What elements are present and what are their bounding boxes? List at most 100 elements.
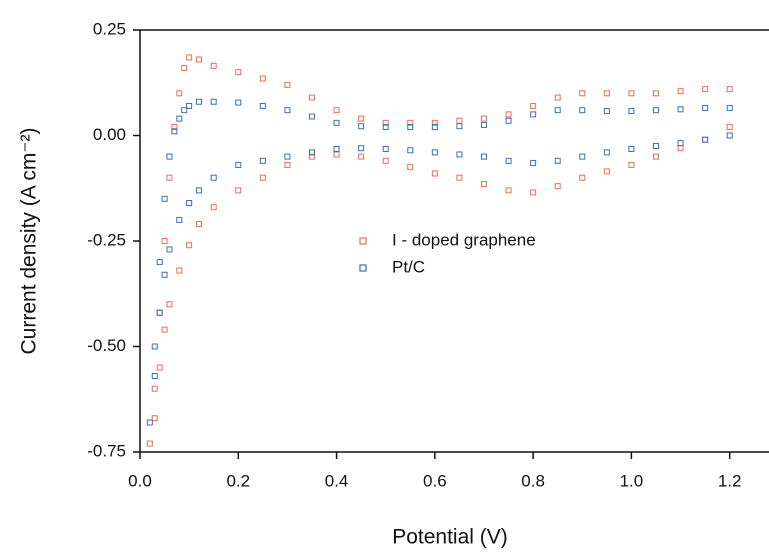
- point: [628, 108, 635, 115]
- x-tick-label: 0.2: [226, 471, 250, 490]
- point: [505, 117, 512, 124]
- point: [210, 174, 217, 181]
- point: [382, 146, 389, 153]
- x-tick-label: 1.2: [718, 471, 742, 490]
- point: [530, 159, 537, 166]
- point: [161, 326, 168, 333]
- point: [284, 162, 291, 169]
- point: [308, 153, 315, 160]
- legend-label: Pt/C: [392, 257, 425, 276]
- point: [166, 153, 173, 160]
- point: [333, 119, 340, 126]
- point: [431, 119, 438, 126]
- point: [677, 140, 684, 147]
- point: [431, 149, 438, 156]
- point: [505, 111, 512, 118]
- point: [176, 216, 183, 223]
- point: [161, 271, 168, 278]
- point: [210, 98, 217, 105]
- point: [505, 187, 512, 194]
- point: [210, 204, 217, 211]
- point: [702, 105, 709, 112]
- point: [161, 195, 168, 202]
- point: [161, 238, 168, 244]
- point: [166, 246, 173, 253]
- point: [530, 111, 537, 118]
- x-tick-label: 0.0: [128, 471, 152, 490]
- point: [235, 99, 242, 106]
- point: [151, 343, 158, 350]
- point: [259, 174, 266, 181]
- point: [333, 146, 340, 153]
- point: [210, 62, 217, 69]
- point: [603, 90, 610, 97]
- point: [156, 259, 163, 266]
- point: [259, 157, 266, 164]
- point: [726, 105, 733, 112]
- point: [186, 54, 193, 61]
- point: [456, 117, 463, 124]
- point: [677, 145, 684, 152]
- point: [235, 187, 242, 194]
- point: [308, 149, 315, 156]
- point: [284, 107, 291, 114]
- point: [156, 309, 163, 316]
- x-tick-label: 1.0: [620, 471, 644, 490]
- point: [628, 162, 635, 169]
- point: [166, 174, 173, 181]
- point: [554, 107, 561, 114]
- point: [358, 123, 365, 130]
- point: [530, 189, 537, 196]
- point: [456, 151, 463, 158]
- point: [176, 267, 183, 274]
- point: [677, 106, 684, 113]
- point: [603, 108, 610, 115]
- point: [407, 119, 414, 126]
- x-tick-label: 0.8: [521, 471, 545, 490]
- point: [431, 124, 438, 131]
- point: [382, 157, 389, 164]
- point: [358, 115, 365, 122]
- point: [702, 136, 709, 143]
- point: [333, 151, 340, 158]
- point: [530, 102, 537, 109]
- point: [181, 64, 188, 71]
- y-axis-title: Current density (A cm⁻²): [18, 128, 41, 355]
- point: [456, 174, 463, 181]
- point: [259, 75, 266, 82]
- point: [726, 124, 733, 131]
- y-tick-label: -0.50: [87, 336, 126, 355]
- point: [146, 440, 153, 447]
- point: [480, 153, 487, 160]
- point: [151, 385, 158, 392]
- point: [358, 153, 365, 160]
- point: [151, 373, 158, 380]
- point: [579, 90, 586, 97]
- point: [382, 119, 389, 126]
- point: [579, 174, 586, 181]
- y-tick-label: 0.00: [93, 125, 126, 144]
- point: [554, 183, 561, 190]
- point: [156, 309, 163, 316]
- point: [181, 107, 188, 114]
- point: [554, 157, 561, 164]
- y-tick-label: -0.75: [87, 441, 126, 460]
- point: [156, 364, 163, 371]
- legend-marker: [359, 237, 367, 245]
- point: [603, 149, 610, 156]
- point: [431, 170, 438, 177]
- point: [308, 94, 315, 101]
- y-tick-label: -0.25: [87, 230, 126, 249]
- point: [186, 242, 193, 249]
- point: [382, 124, 389, 131]
- point: [235, 69, 242, 76]
- point: [677, 88, 684, 95]
- point: [702, 86, 709, 93]
- point: [652, 90, 659, 97]
- point: [652, 153, 659, 160]
- point: [505, 157, 512, 164]
- point: [407, 124, 414, 131]
- point: [702, 136, 709, 143]
- point: [456, 123, 463, 130]
